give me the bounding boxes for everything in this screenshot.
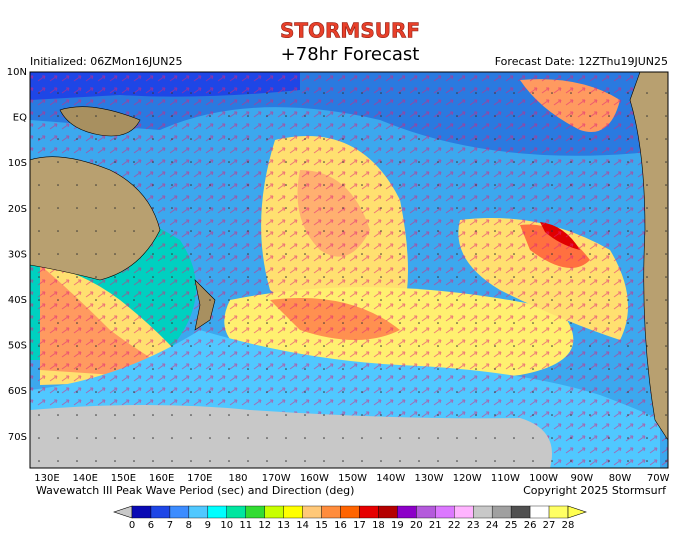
colorbar-label: 14	[296, 520, 309, 531]
colorbar-label: 16	[334, 520, 347, 531]
colorbar-cell	[491, 505, 512, 519]
colorbar-cell	[435, 505, 455, 519]
lon-label: 90W	[570, 473, 593, 484]
lon-label: 180	[228, 473, 247, 484]
lat-label: 70S	[8, 432, 27, 443]
lat-label: 50S	[8, 341, 27, 352]
colorbar-cell	[340, 505, 360, 519]
colorbar-cell	[131, 505, 152, 519]
lon-label: 70W	[647, 473, 670, 484]
lon-label: 150E	[111, 473, 136, 484]
colorbar-label: 26	[524, 520, 537, 531]
colorbar-label: 9	[205, 520, 211, 531]
colorbar-label: 24	[486, 520, 499, 531]
colorbar-cell	[510, 505, 531, 519]
colorbar-label: 15	[315, 520, 328, 531]
lat-label: 30S	[8, 249, 27, 260]
lon-label: 130W	[415, 473, 444, 484]
lat-labels: 10N EQ 10S 20S 30S 40S 50S 60S 70S	[7, 67, 27, 443]
brand: STORMSURF	[280, 19, 420, 43]
initialized: Initialized: 06ZMon16JUN25	[30, 55, 182, 68]
colorbar-cell	[548, 505, 569, 519]
colorbar-cell	[454, 505, 474, 519]
colorbar-cell	[378, 505, 398, 519]
lon-label: 140W	[376, 473, 405, 484]
colorbar-label: 18	[372, 520, 385, 531]
colorbar-label: 22	[448, 520, 461, 531]
lon-label: 110W	[491, 473, 520, 484]
colorbar-label: 10	[220, 520, 233, 531]
colorbar-cell	[169, 505, 190, 519]
colorbar: 0 6 7 8 9 10 11 12 13 14 15 16 17 18 19 20 21 22 23 24 25 26 2…	[113, 505, 587, 531]
lat-label: 20S	[8, 204, 27, 215]
colorbar-label: 12	[258, 520, 271, 531]
colorbar-cell	[397, 505, 417, 519]
colorbar-label: 28	[562, 520, 575, 531]
colorbar-label: 25	[505, 520, 518, 531]
colorbar-label: 17	[353, 520, 366, 531]
lon-labels: 130E 140E 150E 160E 170E 180 170W 160W 150W 140W 1…	[34, 473, 669, 484]
colorbar-label: 27	[543, 520, 556, 531]
lon-label: 120W	[453, 473, 482, 484]
colorbar-cell	[321, 505, 341, 519]
colorbar-label: 20	[410, 520, 423, 531]
colorbar-label: 0	[129, 520, 135, 531]
colorbar-cell	[188, 505, 209, 519]
colorbar-cell	[359, 505, 379, 519]
lon-label: 130E	[34, 473, 59, 484]
colorbar-over	[567, 505, 587, 519]
lon-label: 160W	[300, 473, 329, 484]
forecast-date: Forecast Date: 12ZThu19JUN25	[495, 55, 668, 68]
colorbar-cell	[283, 505, 303, 519]
colorbar-label: 7	[167, 520, 173, 531]
lon-label: 80W	[609, 473, 632, 484]
colorbar-cell	[245, 505, 265, 519]
colorbar-cell	[529, 505, 550, 519]
colorbar-label: 8	[186, 520, 192, 531]
colorbar-label: 6	[148, 520, 154, 531]
colorbar-label: 19	[391, 520, 404, 531]
title: +78hr Forecast	[281, 44, 420, 65]
lon-label: 170E	[187, 473, 212, 484]
lat-label: 10N	[7, 67, 27, 78]
colorbar-cell	[207, 505, 227, 519]
lat-label: EQ	[13, 113, 27, 124]
lon-label: 150W	[338, 473, 367, 484]
lon-label: 160E	[149, 473, 174, 484]
copyright: Copyright 2025 Stormsurf	[523, 484, 667, 497]
map	[29, 71, 669, 469]
lon-label: 170W	[262, 473, 291, 484]
colorbar-cell	[264, 505, 284, 519]
colorbar-label: 13	[277, 520, 290, 531]
colorbar-cell	[416, 505, 436, 519]
colorbar-cell	[226, 505, 246, 519]
colorbar-cell	[150, 505, 171, 519]
lat-label: 10S	[8, 158, 27, 169]
lon-label: 100W	[529, 473, 558, 484]
caption: Wavewatch III Peak Wave Period (sec) and…	[36, 484, 354, 497]
colorbar-cell	[473, 505, 493, 519]
lat-label: 60S	[8, 386, 27, 397]
lon-label: 140E	[72, 473, 97, 484]
colorbar-label: 23	[467, 520, 480, 531]
colorbar-label: 11	[239, 520, 252, 531]
colorbar-cell	[302, 505, 322, 519]
lat-label: 40S	[8, 295, 27, 306]
colorbar-under	[113, 505, 133, 519]
colorbar-label: 21	[429, 520, 442, 531]
